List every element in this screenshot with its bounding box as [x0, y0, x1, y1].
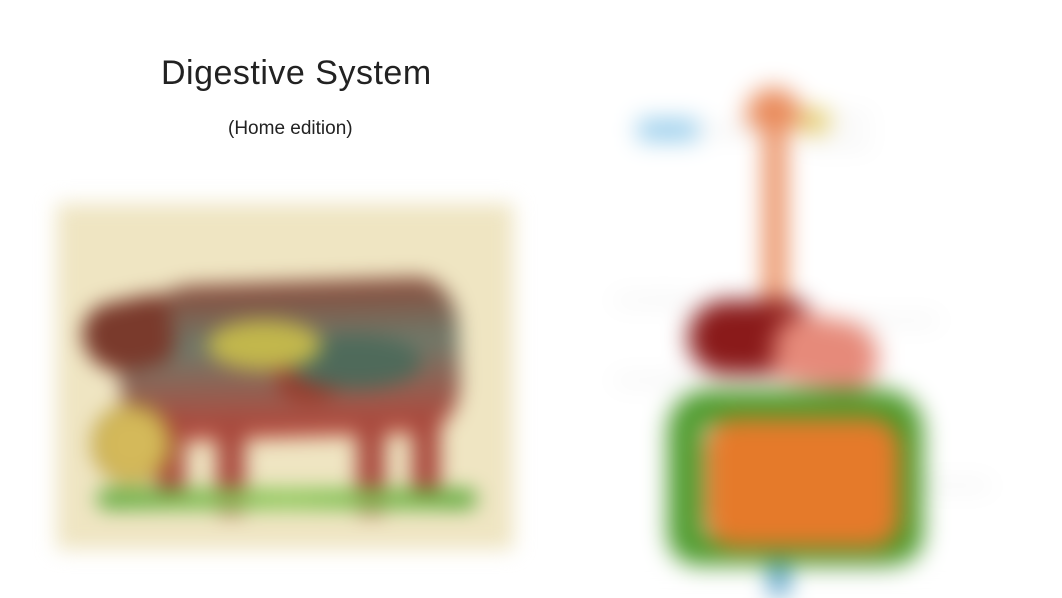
slide-subtitle: (Home edition) [228, 118, 353, 140]
diagram-label [580, 285, 655, 325]
cow-anatomy-image [57, 204, 513, 549]
diagram-label [890, 558, 970, 578]
diagram-label [870, 308, 955, 342]
diagram-label [700, 565, 755, 583]
slide-title: Digestive System [161, 54, 432, 93]
leader-line [698, 130, 758, 131]
cow-grass [97, 489, 477, 509]
leader-line [800, 565, 890, 566]
diagram-label [938, 476, 1008, 496]
tongue-highlight [638, 120, 698, 140]
appendix [770, 562, 788, 597]
salivary-glands [796, 108, 831, 134]
leader-line [800, 142, 870, 143]
diagram-label [570, 430, 665, 485]
leader-line [800, 118, 870, 119]
esophagus [764, 105, 786, 315]
diagram-label [580, 30, 670, 68]
diagram-label [870, 110, 950, 146]
human-digestive-image [560, 10, 1020, 598]
slide: Digestive System (Home edition) [0, 0, 1062, 598]
cow-organs [197, 299, 422, 414]
cow-medallion [92, 404, 172, 484]
small-intestine [705, 418, 900, 548]
diagram-label [600, 365, 660, 393]
